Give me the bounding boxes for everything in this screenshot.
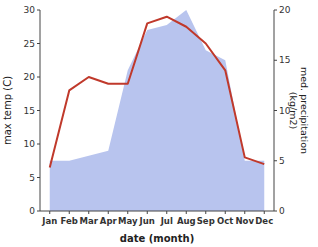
x-tick xyxy=(147,211,148,214)
y2-axis-label: med. precipitation(kg/m2) xyxy=(288,67,310,154)
y2-tick-label: 0 xyxy=(279,206,285,216)
x-tick-label: Jul xyxy=(160,216,173,226)
y2-tick xyxy=(274,160,277,161)
x-tick-label: Jan xyxy=(41,216,57,226)
y-tick xyxy=(37,211,40,212)
x-tick-label: Aug xyxy=(177,216,196,226)
x-tick xyxy=(127,211,128,214)
x-tick xyxy=(166,211,167,214)
y-tick xyxy=(37,10,40,11)
x-tick xyxy=(108,211,109,214)
y-tick xyxy=(37,77,40,78)
y2-tick xyxy=(274,60,277,61)
x-tick xyxy=(186,211,187,214)
y-tick-label: 10 xyxy=(24,139,36,149)
x-tick-label: Feb xyxy=(61,216,78,226)
x-tick-label: Sep xyxy=(197,216,215,226)
chart: 05101520253005101520JanFebMarAprMayJunJu… xyxy=(0,0,318,247)
y-tick xyxy=(37,177,40,178)
x-tick xyxy=(264,211,265,214)
plot-area xyxy=(50,10,265,211)
y-tick-label: 20 xyxy=(24,72,36,82)
y2-tick-label: 15 xyxy=(279,55,290,65)
y2-tick-label: 5 xyxy=(279,156,285,166)
x-axis-label: date (month) xyxy=(120,233,194,244)
y2-tick xyxy=(274,211,277,212)
x-tick xyxy=(205,211,206,214)
temperature-line xyxy=(50,17,265,168)
y-tick-label: 25 xyxy=(24,39,35,49)
x-tick xyxy=(244,211,245,214)
x-tick-label: Oct xyxy=(217,216,233,226)
y-tick-label: 15 xyxy=(24,106,35,116)
precipitation-area xyxy=(50,10,265,211)
x-tick-label: Apr xyxy=(100,216,118,226)
x-tick-label: Dec xyxy=(255,216,273,226)
y-axis-label: max temp (C) xyxy=(2,76,13,145)
y-tick xyxy=(37,110,40,111)
y-tick xyxy=(37,144,40,145)
x-tick-label: Nov xyxy=(236,216,255,226)
y-tick-label: 5 xyxy=(29,173,35,183)
y-tick-label: 0 xyxy=(29,206,35,216)
x-tick xyxy=(88,211,89,214)
x-tick-label: May xyxy=(118,216,138,226)
x-tick xyxy=(225,211,226,214)
y2-tick xyxy=(274,10,277,11)
x-tick xyxy=(49,211,50,214)
y2-tick-label: 20 xyxy=(279,5,291,15)
x-tick-label: Mar xyxy=(80,216,99,226)
x-tick xyxy=(69,211,70,214)
y-tick-label: 30 xyxy=(24,5,36,15)
y2-tick xyxy=(274,110,277,111)
y-tick xyxy=(37,43,40,44)
x-tick-label: Jun xyxy=(139,216,155,226)
x-axis-line xyxy=(40,211,274,212)
